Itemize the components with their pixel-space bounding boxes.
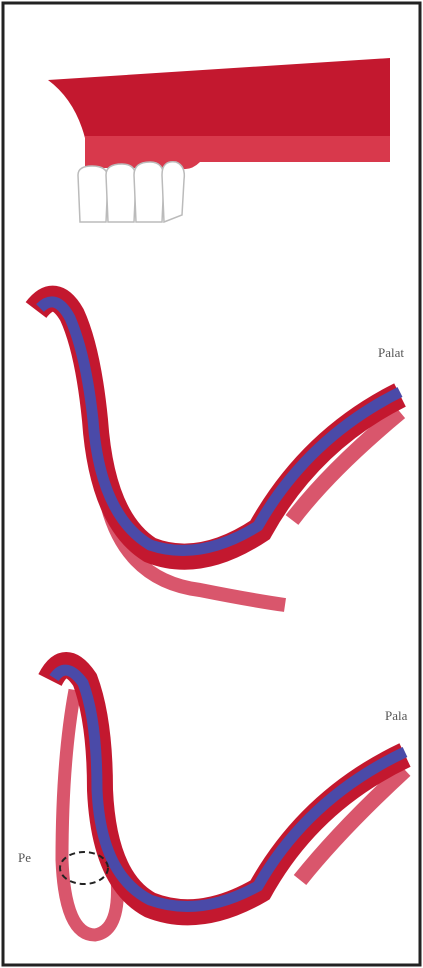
label: Pe — [18, 850, 31, 865]
diagram: Palat Pala Pe — [0, 0, 423, 968]
page: Palat Pala Pe — [0, 0, 423, 968]
label: Pala — [385, 708, 408, 723]
label: Palat — [378, 345, 404, 360]
